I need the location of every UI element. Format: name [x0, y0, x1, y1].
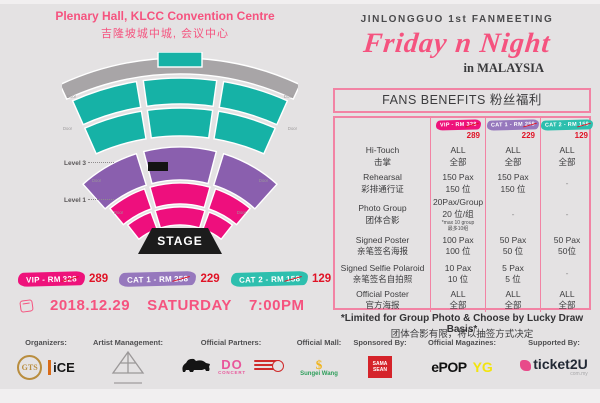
footer-official-mall: Official Mall: $ Sungei Wang: [296, 338, 342, 377]
cat2-badge-small: CAT 2 - RM 158: [540, 119, 594, 131]
vip-badge: VIP - RM 328: [17, 271, 86, 287]
row-signedposter-cat1: 50 Pax 50 位: [485, 232, 540, 260]
benefits-corner-cell: [335, 118, 430, 143]
door-label: Door: [259, 178, 269, 183]
event-date: 2018.12.29: [50, 297, 131, 314]
row-selfie-label: Signed Selfie Polaroid 亲笔签名自拍照: [340, 262, 425, 284]
benefits-col-cat1: CAT 1 - RM 258 229: [485, 118, 540, 143]
seating-chart-svg: Door Door Door Door Door Door Door Door: [59, 51, 301, 254]
level-1-label: Level 1: [64, 197, 115, 204]
row-rehearsal-cat2: -: [540, 170, 593, 197]
footer-sponsored-by: Sponsored By: SAMA SEAN: [350, 338, 410, 383]
benefits-table-title: FANS BENEFITS 粉丝福利: [333, 88, 591, 113]
door-label: Door: [237, 210, 247, 215]
row-signedposter-vip: 100 Pax 100 位: [430, 232, 485, 260]
row-hitouch-vip: ALL 全部: [430, 143, 485, 170]
ticket-price-row: VIP - RM 328 289 CAT 1 - RM 258 229 CAT 2 …: [17, 270, 331, 288]
bottom-margin-strip: [0, 389, 600, 403]
ticket-cat1: CAT 1 - RM 258 229: [118, 270, 220, 288]
door-label: Door: [284, 94, 294, 99]
cat2-badge: CAT 2 - RM 158: [230, 270, 309, 288]
cat1-badge: CAT 1 - RM 258: [118, 270, 197, 288]
top-margin-strip: [0, 0, 600, 4]
vip-badge-small: VIP - RM 328: [435, 119, 481, 131]
ticket-cat2: CAT 2 - RM 158 129: [230, 270, 332, 288]
row-signedposter-label: Signed Poster 亲笔签名海报: [355, 234, 410, 256]
epop-logo: ePOP: [431, 359, 467, 375]
ticket2u-logo: ticket2U com.my: [520, 357, 588, 377]
row-signedposter-cat2: 50 Pax 50位: [540, 232, 593, 260]
row-rehearsal-vip: 150 Pax 150 位: [430, 170, 485, 197]
row-rehearsal-cat1: 150 Pax 150 位: [485, 170, 540, 197]
event-time: 7:00PM: [248, 297, 305, 314]
row-rehearsal-label: Rehearsal 彩排通行证: [361, 172, 404, 194]
event-day: SATURDAY: [147, 297, 232, 314]
benefits-table: VIP - RM 328 289 CAT 1 - RM 258 229 CAT 2 …: [333, 116, 594, 313]
benefits-note-en: *Limited for Group Photo & Choose by Luc…: [340, 313, 584, 335]
event-header: JINLONGGUO 1st FANMEETING Friday n Night…: [326, 14, 588, 76]
calendar-icon: [19, 298, 34, 313]
footer-official-magazines: Official Magazines: ePOP YG: [428, 338, 496, 375]
row-photogroup-cat2: -: [540, 197, 593, 232]
red-emblem-logo: [252, 358, 284, 376]
row-selfie-vip: 10 Pax 10 位: [430, 260, 485, 288]
row-officialposter-label: Official Poster 官方海报: [356, 289, 409, 311]
footer-artist-management: Artist Management:: [90, 338, 166, 384]
stage-label: STAGE: [157, 234, 203, 248]
row-hitouch-label: Hi-Touch 击掌: [365, 145, 400, 167]
footer-organizers: Organizers: GTS iCE: [8, 338, 84, 383]
event-datetime: 2018.12.29 SATURDAY 7:00PM: [19, 297, 305, 314]
venue-header: Plenary Hall, KLCC Convention Centre 吉隆坡…: [28, 9, 302, 41]
rhino-logo: [180, 355, 212, 380]
row-photogroup-vip: 20Pax/Group 20 位/组 *max 10 group 最多10组: [430, 197, 485, 232]
row-officialposter-cat1: ALL 全部: [485, 288, 540, 313]
vip-price: 289: [88, 273, 109, 285]
ticket-vip: VIP - RM 328 289: [17, 271, 109, 287]
row-selfie-cat2: -: [540, 260, 593, 288]
door-label: Door: [288, 126, 298, 131]
door-label: Door: [63, 126, 73, 131]
sungei-wang-logo: $ Sungei Wang: [300, 356, 338, 377]
venue-name: Plenary Hall, KLCC Convention Centre: [55, 9, 275, 23]
event-title: Friday n Night: [362, 28, 553, 59]
event-kicker: JINLONGGUO 1st FANMEETING: [360, 14, 554, 25]
event-subtitle: in MALAYSIA: [463, 61, 544, 75]
door-label: Door: [67, 94, 77, 99]
benefits-note-zh: 团体合影有限，将以抽签方式决定: [390, 329, 534, 340]
do-concert-logo: DO CONCERT: [218, 357, 246, 376]
venue-name-chinese: 吉隆坡城中城, 会议中心: [100, 28, 230, 40]
cat1-badge-small: CAT 1 - RM 258: [486, 119, 540, 131]
yg-logo: YG: [472, 359, 493, 375]
row-photogroup-label: Photo Group 团体合影: [358, 203, 407, 225]
footer-official-partners: Official Partners: DO CONCERT: [172, 338, 290, 383]
footer-supported-by: Supported By: ticket2U com.my: [512, 338, 596, 383]
benefits-col-vip: VIP - RM 328 289: [430, 118, 485, 143]
door-label: Door: [114, 210, 124, 215]
seating-chart: Door Door Door Door Door Door Door Door Level 3…: [59, 51, 301, 264]
level-3-label: Level 3: [64, 160, 115, 167]
row-selfie-cat1: 5 Pax 5 位: [485, 260, 540, 288]
row-officialposter-cat2: ALL 全部: [540, 288, 593, 313]
row-officialposter-vip: ALL 全部: [430, 288, 485, 313]
door-label: Door: [92, 178, 102, 183]
cat2-price: 129: [311, 273, 332, 285]
sama-sean-logo: SAMA SEAN: [368, 356, 392, 378]
gts-logo: GTS: [17, 354, 43, 380]
row-hitouch-cat2: ALL 全部: [540, 143, 593, 170]
pyramid-logo: [111, 350, 145, 384]
cat1-price: 229: [200, 273, 220, 285]
row-photogroup-cat1: -: [485, 197, 540, 232]
benefits-col-cat2: CAT 2 - RM 158 129: [540, 118, 594, 143]
ice-logo: iCE: [48, 359, 75, 375]
row-hitouch-cat1: ALL 全部: [485, 143, 540, 170]
